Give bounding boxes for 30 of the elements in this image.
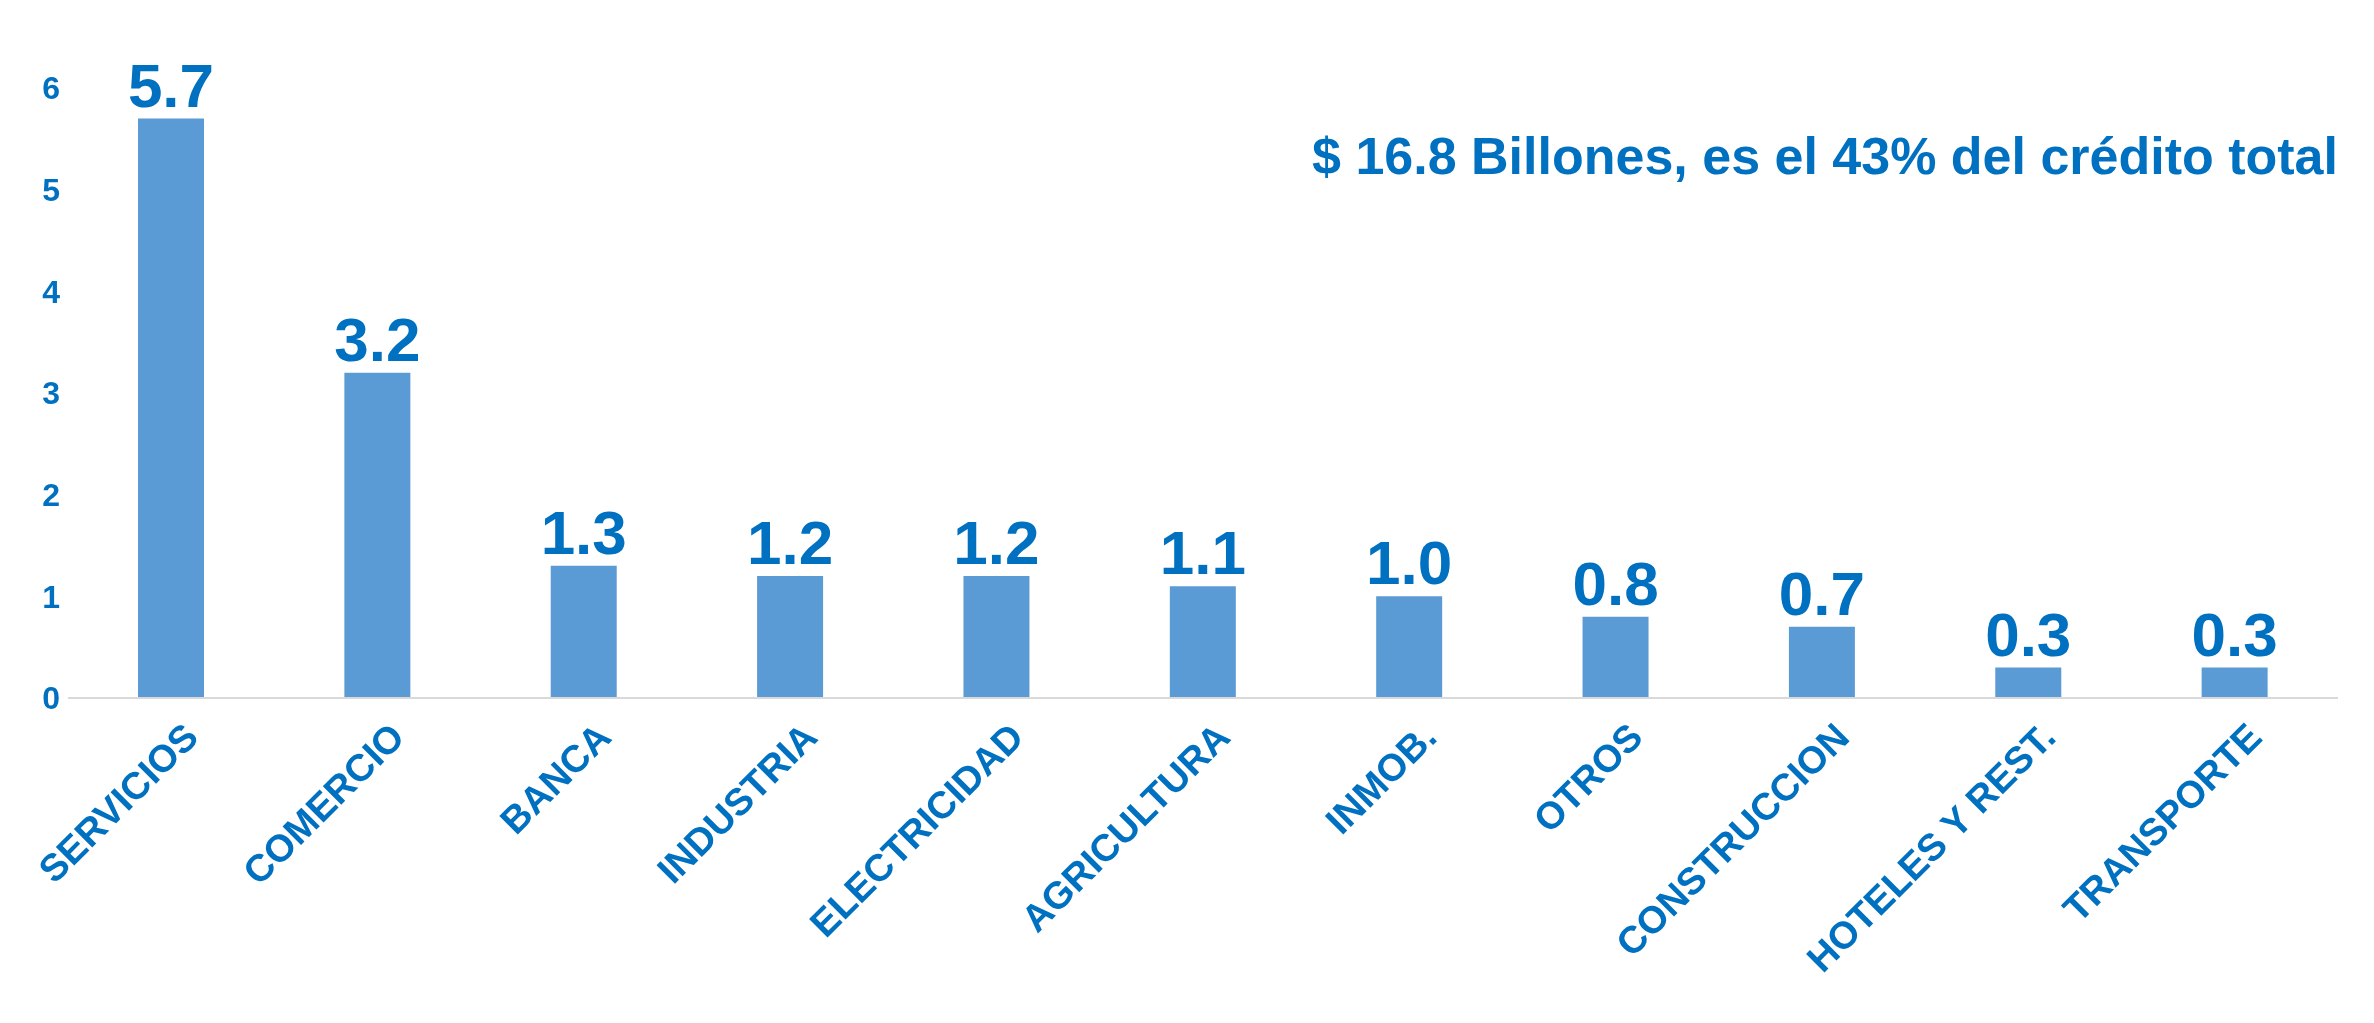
data-label: 0.3: [2191, 599, 2278, 669]
y-tick-label: 2: [42, 477, 60, 514]
y-tick-label: 1: [42, 578, 60, 615]
annotation: $ 16.8 Billones, es el 43% del crédito total: [1312, 126, 2338, 186]
bar: [344, 372, 411, 698]
y-tick-label: 6: [42, 70, 60, 107]
bar: [1582, 616, 1649, 698]
bar: [1788, 626, 1855, 698]
data-label: 3.2: [334, 304, 421, 374]
bar: [1376, 596, 1443, 698]
data-label: 1.0: [1366, 528, 1453, 598]
data-label: 1.1: [1159, 518, 1246, 588]
data-label: 1.2: [953, 508, 1040, 577]
y-tick-label: 4: [42, 273, 61, 310]
data-label: 0.7: [1778, 558, 1866, 628]
y-tick-label: 3: [42, 375, 60, 412]
data-label: 1.2: [746, 508, 834, 577]
data-label: 5.7: [127, 50, 215, 120]
bar: [963, 576, 1030, 698]
bar: [2201, 667, 2268, 698]
y-tick-label: 5: [42, 172, 60, 209]
bar: [1995, 667, 2062, 698]
bar: [550, 565, 617, 698]
bar: [1169, 586, 1236, 698]
bar: [757, 576, 824, 698]
y-tick-label: 0: [42, 680, 60, 717]
data-label: 0.8: [1572, 548, 1659, 618]
data-label: 1.3: [540, 497, 627, 567]
data-label: 0.3: [1985, 599, 2072, 669]
bar: [138, 118, 204, 698]
